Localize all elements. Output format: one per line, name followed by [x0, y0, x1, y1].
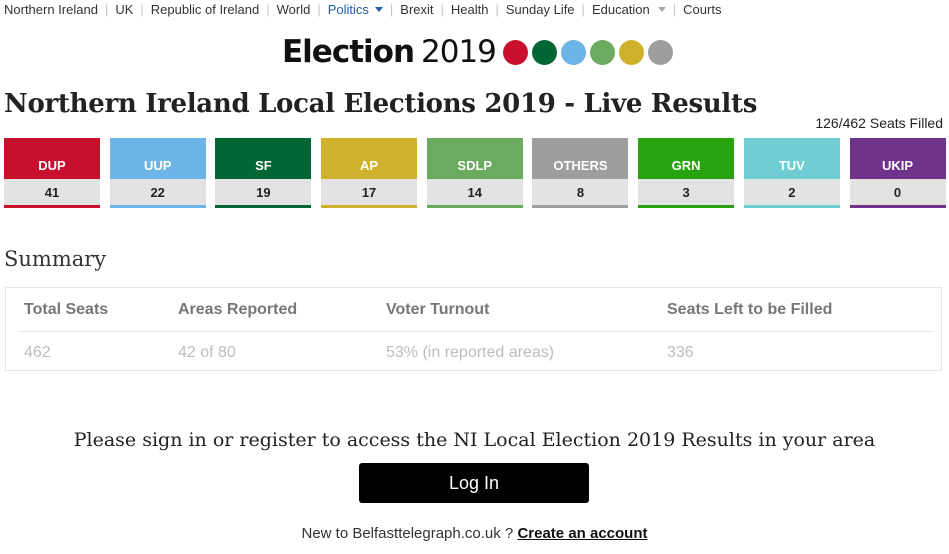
- nav-item-label[interactable]: Republic of Ireland: [150, 1, 260, 17]
- nav-divider: |: [317, 1, 321, 17]
- summary-header-total-seats: Total Seats: [24, 301, 109, 318]
- party-seat-count: 14: [426, 179, 523, 208]
- logo-word: Election: [282, 34, 415, 70]
- nav-item-label[interactable]: Politics: [327, 1, 369, 17]
- logo-dot: [560, 39, 586, 65]
- nav-divider: |: [495, 1, 499, 17]
- party-seat-count: 0: [849, 179, 946, 208]
- summary-header-seats-left: Seats Left to be Filled: [667, 301, 833, 318]
- party-tile-grn: GRN 3: [638, 138, 735, 208]
- nav-item-label[interactable]: Brexit: [400, 1, 434, 17]
- party-tile-ap: AP 17: [321, 138, 418, 208]
- party-name: AP: [321, 138, 418, 179]
- summary-value-total-seats: 462: [24, 344, 51, 361]
- nav-item-label[interactable]: World: [276, 1, 311, 17]
- logo-dot: [589, 39, 615, 65]
- summary-header-areas-reported: Areas Reported: [178, 301, 298, 318]
- party-seat-count: 19: [215, 179, 312, 208]
- party-name: TUV: [743, 138, 840, 179]
- party-name: DUP: [4, 138, 100, 179]
- summary-value-areas-reported: 42 of 80: [178, 344, 236, 361]
- nav-item-northern-ireland[interactable]: Northern Ireland: [4, 2, 98, 17]
- party-results: DUP 41 UUP 22 SF 19 AP 17 SDLP 14 OTHERS…: [4, 138, 946, 208]
- nav-item-label[interactable]: UK: [115, 1, 134, 17]
- top-nav: Northern Ireland | UK | Republic of Irel…: [4, 0, 721, 18]
- nav-divider: |: [104, 1, 109, 17]
- summary-header-row: [20, 288, 933, 332]
- logo-dot: [531, 39, 557, 65]
- nav-item-courts[interactable]: Courts: [683, 2, 721, 17]
- summary-heading: Summary: [4, 247, 107, 271]
- new-user-text: New to Belfasttelegraph.co.uk ?: [301, 525, 514, 542]
- party-tile-sf: SF 19: [215, 138, 312, 208]
- nav-item-label[interactable]: Courts: [683, 1, 722, 17]
- party-tile-dup: DUP 41: [4, 138, 100, 208]
- party-seat-count: 3: [638, 179, 735, 208]
- create-account-link[interactable]: Create an account: [517, 525, 648, 542]
- party-name: UUP: [109, 138, 206, 179]
- nav-divider: |: [140, 1, 144, 17]
- summary-value-voter-turnout: 53% (in reported areas): [386, 344, 555, 361]
- nav-item-health[interactable]: Health: [451, 2, 489, 17]
- party-seat-count: 8: [532, 179, 629, 208]
- nav-item-label[interactable]: Sunday Life: [505, 1, 575, 17]
- nav-item-politics[interactable]: Politics: [328, 2, 383, 17]
- party-tile-tuv: TUV 2: [743, 138, 840, 208]
- logo-dots: [502, 39, 677, 65]
- nav-divider: |: [266, 1, 270, 17]
- seats-filled-counter: 126/462 Seats Filled: [815, 115, 943, 131]
- nav-item-world[interactable]: World: [277, 2, 311, 17]
- nav-item-sunday-life[interactable]: Sunday Life: [506, 2, 575, 17]
- nav-item-brexit[interactable]: Brexit: [400, 2, 433, 17]
- nav-divider: |: [581, 1, 585, 17]
- page-title: Northern Ireland Local Elections 2019 - …: [4, 89, 758, 119]
- nav-divider: |: [440, 1, 444, 17]
- summary-value-seats-left: 336: [667, 344, 694, 361]
- election-logo: Election 2019: [282, 34, 677, 70]
- summary-table: Total Seats Areas Reported Voter Turnout…: [5, 287, 942, 371]
- logo-dot: [618, 39, 644, 65]
- party-tile-others: OTHERS 8: [532, 138, 629, 208]
- party-tile-ukip: UKIP 0: [849, 138, 946, 208]
- party-name: GRN: [638, 138, 735, 179]
- party-name: SDLP: [426, 138, 523, 179]
- nav-item-uk[interactable]: UK: [115, 2, 133, 17]
- nav-item-education[interactable]: Education: [592, 2, 666, 17]
- party-tile-sdlp: SDLP 14: [426, 138, 523, 208]
- nav-item-label[interactable]: Health: [450, 1, 489, 17]
- nav-item-label[interactable]: Northern Ireland: [4, 1, 98, 17]
- party-seat-count: 17: [321, 179, 418, 208]
- signin-prompt: Please sign in or register to access the…: [73, 429, 876, 451]
- party-seat-count: 22: [109, 179, 206, 208]
- nav-item-republic-of-ireland[interactable]: Republic of Ireland: [151, 2, 259, 17]
- new-user-line: New to Belfasttelegraph.co.uk ? Create a…: [0, 525, 949, 542]
- chevron-down-icon[interactable]: [657, 6, 666, 12]
- party-tile-uup: UUP 22: [109, 138, 206, 208]
- party-name: UKIP: [849, 138, 946, 179]
- logo-year: 2019: [421, 34, 497, 70]
- nav-divider: |: [672, 1, 677, 17]
- nav-item-label[interactable]: Education: [591, 1, 650, 17]
- summary-header-voter-turnout: Voter Turnout: [386, 301, 490, 318]
- chevron-down-icon[interactable]: [374, 6, 383, 12]
- party-name: OTHERS: [532, 138, 629, 179]
- party-name: SF: [215, 138, 312, 179]
- party-seat-count: 2: [743, 179, 840, 208]
- party-seat-count: 41: [4, 179, 100, 208]
- logo-dot: [647, 39, 673, 65]
- logo-dot: [502, 39, 528, 65]
- login-button[interactable]: Log In: [359, 463, 589, 503]
- nav-divider: |: [389, 1, 394, 17]
